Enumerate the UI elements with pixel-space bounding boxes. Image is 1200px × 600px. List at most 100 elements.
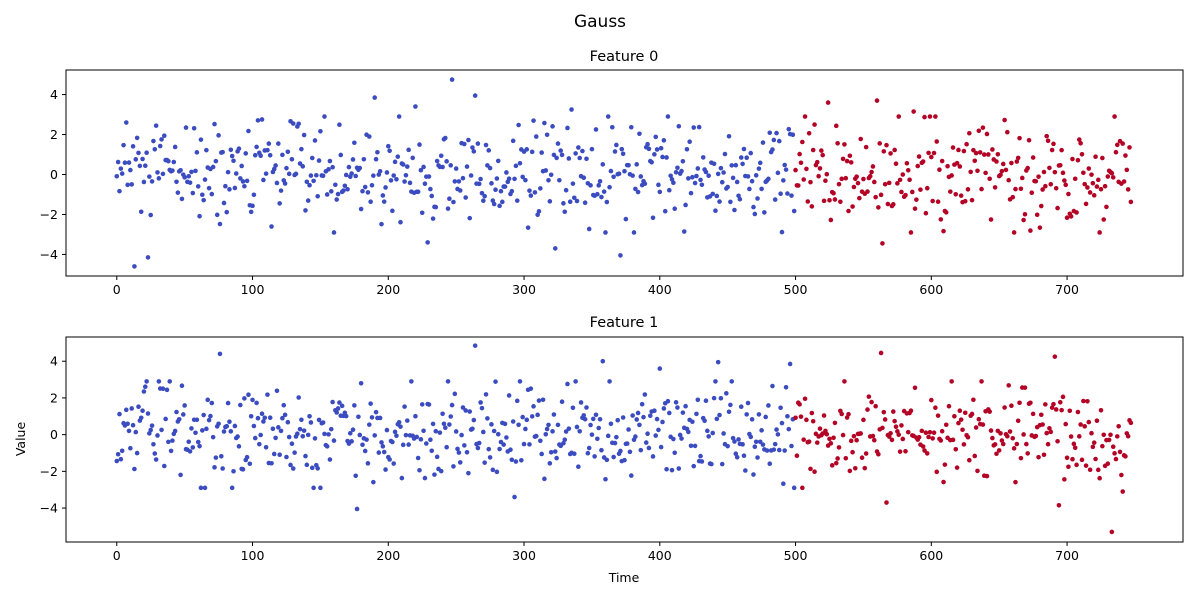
data-point: [1093, 154, 1098, 159]
data-point: [680, 158, 686, 164]
data-point: [472, 93, 478, 98]
data-point: [326, 432, 331, 437]
data-point: [509, 457, 515, 463]
data-point: [1017, 400, 1022, 406]
data-point: [303, 453, 308, 459]
data-point: [763, 414, 768, 420]
data-point: [980, 422, 986, 427]
data-point: [380, 444, 386, 449]
data-point: [1074, 462, 1079, 468]
data-point: [861, 176, 866, 182]
data-point: [466, 137, 471, 143]
data-point: [998, 431, 1003, 436]
data-point: [273, 435, 278, 441]
data-point: [481, 198, 486, 203]
data-point: [248, 413, 254, 419]
data-point: [519, 457, 524, 463]
data-point: [846, 208, 851, 214]
data-point: [622, 457, 627, 463]
data-point: [965, 434, 971, 440]
data-point: [908, 230, 914, 235]
data-point: [381, 199, 387, 204]
data-point: [990, 147, 995, 152]
data-point: [156, 176, 162, 181]
data-point: [263, 171, 269, 176]
data-point: [721, 170, 726, 175]
data-point: [654, 147, 660, 152]
data-point: [839, 411, 845, 417]
x-tick-label: 600: [919, 282, 943, 297]
data-point: [316, 158, 322, 163]
data-point: [738, 404, 744, 410]
data-point: [911, 109, 916, 114]
data-point: [908, 408, 914, 414]
data-point: [847, 153, 853, 159]
data-point: [789, 193, 794, 198]
data-point: [487, 455, 493, 460]
data-point: [900, 172, 906, 177]
data-point: [224, 209, 230, 215]
data-point: [308, 420, 314, 425]
data-point: [843, 455, 849, 461]
data-point: [687, 139, 692, 145]
data-point: [276, 425, 281, 430]
data-point: [717, 412, 722, 418]
data-point: [262, 415, 268, 421]
data-point: [252, 152, 258, 158]
data-point: [604, 457, 610, 463]
data-point: [1019, 175, 1025, 181]
data-point: [961, 442, 967, 447]
data-point: [324, 192, 330, 197]
data-point: [299, 146, 304, 152]
data-point: [816, 173, 821, 179]
data-point: [870, 164, 876, 169]
data-point: [512, 176, 517, 182]
data-point: [289, 156, 295, 162]
data-point: [1119, 472, 1124, 478]
data-point: [1014, 159, 1020, 164]
data-point: [571, 195, 577, 201]
data-point: [880, 425, 885, 431]
data-point: [489, 422, 494, 427]
data-point: [576, 145, 581, 150]
data-point: [164, 387, 170, 393]
data-point: [972, 453, 978, 459]
data-point: [228, 147, 234, 153]
data-point: [315, 193, 320, 199]
data-point: [394, 177, 399, 182]
data-point: [1068, 214, 1074, 219]
data-point: [1078, 422, 1083, 427]
data-point: [586, 445, 592, 451]
data-point: [483, 142, 489, 148]
data-point: [403, 432, 409, 438]
data-point: [725, 184, 730, 190]
data-point: [451, 199, 456, 205]
data-point: [772, 197, 778, 202]
data-point: [118, 166, 124, 171]
data-point: [1101, 217, 1107, 222]
data-point: [527, 442, 532, 447]
data-point: [335, 406, 341, 411]
data-point: [523, 177, 528, 183]
data-point: [736, 437, 741, 442]
data-point: [786, 126, 792, 132]
data-point: [854, 174, 859, 179]
data-point: [930, 436, 935, 441]
data-point: [881, 409, 887, 415]
data-point: [748, 150, 754, 156]
data-point: [1051, 141, 1056, 147]
data-point: [362, 184, 368, 190]
data-point: [514, 398, 520, 404]
data-point: [596, 425, 602, 431]
data-point: [836, 445, 842, 450]
data-point: [379, 221, 384, 227]
data-point: [195, 184, 201, 189]
data-point: [737, 196, 743, 202]
data-point: [377, 415, 383, 421]
data-point: [136, 404, 141, 409]
data-point: [371, 173, 376, 178]
data-point: [497, 446, 502, 452]
data-point: [653, 134, 659, 140]
data-point: [891, 202, 896, 207]
data-point: [873, 194, 878, 200]
